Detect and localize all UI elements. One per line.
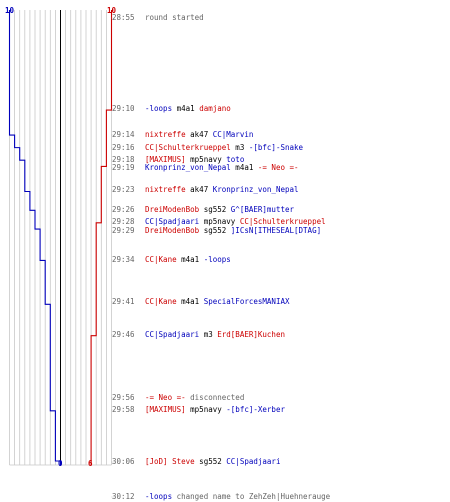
player-name: ]ICsN[ITHESEAL[DTAG] xyxy=(230,226,322,235)
event-row: 29:28 CC|Spadjaari mp5navy CC|Schulterkru… xyxy=(112,217,326,227)
player-name: nixtreffe xyxy=(145,185,186,194)
weapon-name: mp5navy xyxy=(199,217,240,226)
blue-team-alive-line xyxy=(8,10,62,465)
player-name: -[bfc]-Xerber xyxy=(226,405,285,414)
player-name: damjano xyxy=(199,104,231,113)
weapon-name: m4a1 xyxy=(172,104,200,113)
player-name: -= Neo =- xyxy=(257,163,299,172)
event-row: 29:41 CC|Kane m4a1 SpecialForcesMANIAX xyxy=(112,297,290,307)
event-time: 30:12 xyxy=(112,492,135,501)
event-row: 29:23 nixtreffe ak47 Kronprinz_von_Nepal xyxy=(112,185,299,195)
event-time: 29:56 xyxy=(112,393,135,402)
event-row: 29:58 [MAXIMUS] mp5navy -[bfc]-Xerber xyxy=(112,405,285,415)
weapon-name: sg552 xyxy=(199,226,231,235)
player-name: CC|Marvin xyxy=(212,130,254,139)
event-time: 29:23 xyxy=(112,185,135,194)
weapon-name: mp5navy xyxy=(185,405,227,414)
event-text: disconnected xyxy=(185,393,245,402)
red-team-end-count: 6 xyxy=(88,459,93,468)
event-row: 30:06 [JoD] Steve sg552 CC|Spadjaari xyxy=(112,457,280,467)
player-name: -loops xyxy=(145,104,173,113)
player-name: DreiModenBob xyxy=(145,205,200,214)
blue-team-start-count: 10 xyxy=(5,6,15,15)
event-time: 28:55 xyxy=(112,13,135,22)
weapon-name: ak47 xyxy=(185,185,213,194)
event-time: 29:58 xyxy=(112,405,135,414)
player-name: [JoD] Steve xyxy=(145,457,195,466)
weapon-name: ak47 xyxy=(185,130,213,139)
player-name: -[bfc]-Snake xyxy=(248,143,304,152)
red-team-start-count: 10 xyxy=(107,6,117,15)
event-time: 29:16 xyxy=(112,143,135,152)
weapon-name: sg552 xyxy=(199,205,231,214)
event-row: 29:14 nixtreffe ak47 CC|Marvin xyxy=(112,130,253,140)
player-name: CC|Schulterkrueppel xyxy=(145,143,231,152)
event-row: 29:26 DreiModenBob sg552 G^[BAER]mutter xyxy=(112,205,294,215)
event-text: round started xyxy=(145,13,204,22)
event-row: 29:34 CC|Kane m4a1 -loops xyxy=(112,255,231,265)
event-time: 29:41 xyxy=(112,297,135,306)
event-time: 29:34 xyxy=(112,255,135,264)
event-row: 29:16 CC|Schulterkrueppel m3 -[bfc]-Snake xyxy=(112,143,303,153)
event-row: 29:29 DreiModenBob sg552 ]ICsN[ITHESEAL[D… xyxy=(112,226,321,236)
event-time: 29:10 xyxy=(112,104,135,113)
event-time: 29:14 xyxy=(112,130,135,139)
weapon-name: mp5navy xyxy=(185,155,227,164)
player-name: nixtreffe xyxy=(145,130,186,139)
player-name: CC|Spadjaari xyxy=(145,330,200,339)
player-name: Erd[BAER]Kuchen xyxy=(217,330,285,339)
player-name: [MAXIMUS] xyxy=(145,155,186,164)
player-name: toto xyxy=(226,155,245,164)
player-name: CC|Spadjaari xyxy=(145,217,200,226)
player-name: -loops xyxy=(203,255,231,264)
event-time: 29:19 xyxy=(112,163,135,172)
player-name: -loops xyxy=(145,492,173,501)
player-name: CC|Kane xyxy=(145,297,177,306)
event-row: 29:10 -loops m4a1 damjano xyxy=(112,104,231,114)
player-name: -= Neo =- xyxy=(145,393,186,402)
player-name: Kronprinz_von_Nepal xyxy=(212,185,299,194)
blue-team-end-count: 0 xyxy=(58,459,63,468)
event-text: changed name to ZehZeh|Huehnerauge xyxy=(172,492,331,501)
player-name: CC|Kane xyxy=(145,255,177,264)
event-row: 30:12 -loops changed name to ZehZeh|Huehn… xyxy=(112,492,330,502)
weapon-name: m3 xyxy=(230,143,249,152)
player-name: G^[BAER]mutter xyxy=(230,205,295,214)
event-row: 29:46 CC|Spadjaari m3 Erd[BAER]Kuchen xyxy=(112,330,285,340)
event-row: 29:18 [MAXIMUS] mp5navy toto xyxy=(112,155,244,165)
weapon-name: m4a1 xyxy=(176,255,204,264)
player-name: CC|Spadjaari xyxy=(226,457,281,466)
red-team-alive-line xyxy=(90,10,113,465)
weapon-name: m4a1 xyxy=(230,163,258,172)
event-time: 29:29 xyxy=(112,226,135,235)
event-row: 29:19 Kronprinz_von_Nepal m4a1 -= Neo =- xyxy=(112,163,299,173)
weapon-name: sg552 xyxy=(194,457,227,466)
event-time: 29:26 xyxy=(112,205,135,214)
player-name: CC|Schulterkrueppel xyxy=(239,217,326,226)
player-name: SpecialForcesMANIAX xyxy=(203,297,290,306)
weapon-name: m4a1 xyxy=(176,297,204,306)
player-name: DreiModenBob xyxy=(145,226,200,235)
player-name: Kronprinz_von_Nepal xyxy=(145,163,231,172)
event-time: 30:06 xyxy=(112,457,135,466)
event-time: 29:46 xyxy=(112,330,135,339)
event-row: 28:55 round started xyxy=(112,13,204,23)
event-time: 29:18 xyxy=(112,155,135,164)
weapon-name: m3 xyxy=(199,330,218,339)
event-row: 29:56 -= Neo =- disconnected xyxy=(112,393,244,403)
player-name: [MAXIMUS] xyxy=(145,405,186,414)
event-time: 29:28 xyxy=(112,217,135,226)
